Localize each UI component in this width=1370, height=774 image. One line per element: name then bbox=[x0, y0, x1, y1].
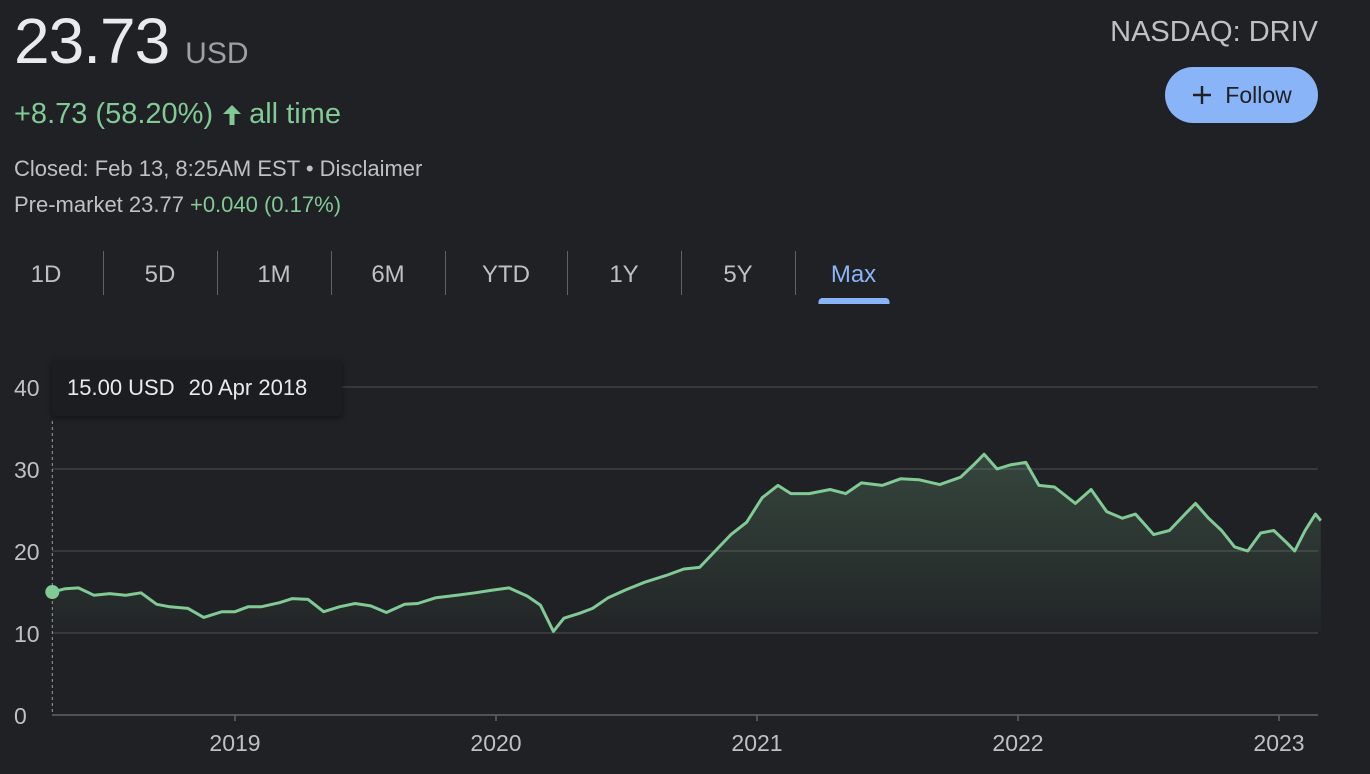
tooltip-price: 15.00 USD bbox=[67, 375, 175, 400]
y-tick-label: 40 bbox=[14, 375, 40, 401]
tab-1m[interactable]: 1M bbox=[257, 261, 291, 288]
x-tick-label: 2020 bbox=[470, 730, 521, 756]
change-period: all time bbox=[249, 98, 341, 130]
y-tick-label: 30 bbox=[14, 457, 40, 483]
change-value: +8.73 (58.20%) bbox=[14, 98, 214, 130]
tab-1d[interactable]: 1D bbox=[30, 261, 62, 288]
tooltip-date: 20 Apr 2018 bbox=[188, 375, 308, 400]
tab-1y[interactable]: 1Y bbox=[609, 261, 639, 288]
premarket-change: +0.040 (0.17%) bbox=[189, 192, 342, 217]
price-chart[interactable]: 0 10 20 30 40 2019 2020 2021 2022 2023 bbox=[0, 340, 1370, 774]
premarket-price: Pre-market 23.77 bbox=[14, 192, 184, 217]
tab-5d[interactable]: 5D bbox=[144, 261, 176, 288]
x-tick-label: 2023 bbox=[1253, 730, 1304, 756]
x-tick-label: 2022 bbox=[992, 730, 1043, 756]
hover-point bbox=[45, 585, 60, 599]
y-tick-label: 10 bbox=[14, 621, 40, 647]
x-tick-label: 2019 bbox=[209, 730, 260, 756]
currency-label: USD bbox=[185, 37, 249, 70]
quote-header: 23.73 USD bbox=[14, 5, 249, 77]
current-price: 23.73 bbox=[14, 5, 170, 77]
follow-label: Follow bbox=[1225, 81, 1292, 108]
tab-max[interactable]: Max bbox=[818, 246, 889, 304]
tab-5y[interactable]: 5Y bbox=[723, 261, 753, 288]
follow-button[interactable]: Follow bbox=[1165, 67, 1318, 123]
chart-tooltip: 15.00 USD 20 Apr 2018 bbox=[52, 360, 342, 416]
arrow-up-icon bbox=[221, 103, 243, 127]
tab-6m[interactable]: 6M bbox=[371, 261, 405, 288]
range-tabs: 1D 5D 1M 6M YTD 1Y 5Y Max bbox=[0, 246, 900, 304]
price-area bbox=[52, 454, 1321, 633]
price-change: +8.73 (58.20%) all time bbox=[14, 98, 341, 131]
tab-ytd[interactable]: YTD bbox=[482, 261, 530, 288]
market-status: Closed: Feb 13, 8:25AM EST • Disclaimer bbox=[14, 156, 423, 181]
plus-icon bbox=[1191, 84, 1213, 106]
x-tick-label: 2021 bbox=[731, 730, 782, 756]
y-tick-label: 20 bbox=[14, 539, 40, 565]
ticker-symbol: NASDAQ: DRIV bbox=[1110, 16, 1318, 48]
premarket-info: Pre-market 23.77 +0.040 (0.17%) bbox=[14, 192, 341, 218]
price-line bbox=[51, 452, 1322, 633]
y-tick-label: 0 bbox=[14, 703, 27, 729]
